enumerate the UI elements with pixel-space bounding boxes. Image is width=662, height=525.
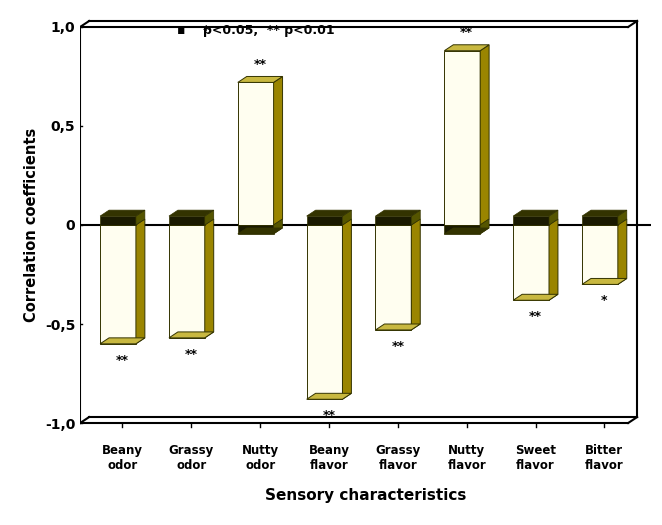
Text: **: ** bbox=[529, 310, 542, 323]
Polygon shape bbox=[582, 225, 618, 285]
Text: **: ** bbox=[185, 348, 198, 361]
X-axis label: Sensory characteristics: Sensory characteristics bbox=[265, 488, 466, 503]
Polygon shape bbox=[100, 210, 145, 216]
Polygon shape bbox=[100, 225, 136, 344]
Polygon shape bbox=[307, 393, 352, 399]
Polygon shape bbox=[169, 216, 205, 225]
Text: **: ** bbox=[391, 340, 404, 353]
Polygon shape bbox=[307, 216, 342, 225]
Polygon shape bbox=[444, 228, 489, 234]
Polygon shape bbox=[169, 225, 205, 338]
Polygon shape bbox=[342, 219, 352, 399]
Polygon shape bbox=[205, 219, 214, 338]
Polygon shape bbox=[100, 338, 145, 344]
Text: *: * bbox=[601, 295, 608, 307]
Text: **: ** bbox=[116, 354, 129, 366]
Polygon shape bbox=[238, 228, 283, 234]
Polygon shape bbox=[411, 219, 420, 330]
Polygon shape bbox=[444, 225, 480, 234]
Polygon shape bbox=[480, 219, 489, 234]
Y-axis label: Correlation coefficients: Correlation coefficients bbox=[24, 128, 39, 322]
Polygon shape bbox=[342, 210, 352, 225]
Polygon shape bbox=[375, 324, 420, 330]
Polygon shape bbox=[513, 210, 558, 216]
Polygon shape bbox=[582, 278, 627, 285]
Polygon shape bbox=[618, 210, 627, 225]
Polygon shape bbox=[444, 51, 480, 225]
Text: ▪: ▪ bbox=[177, 24, 185, 37]
Polygon shape bbox=[582, 216, 618, 225]
Polygon shape bbox=[273, 219, 283, 234]
Text: **: ** bbox=[254, 58, 267, 70]
Polygon shape bbox=[549, 219, 558, 300]
Polygon shape bbox=[136, 219, 145, 344]
Polygon shape bbox=[513, 216, 549, 225]
Polygon shape bbox=[307, 210, 352, 216]
Text: *: * bbox=[203, 24, 209, 37]
Polygon shape bbox=[375, 210, 420, 216]
Polygon shape bbox=[549, 210, 558, 225]
Polygon shape bbox=[513, 225, 549, 300]
Polygon shape bbox=[375, 216, 411, 225]
Polygon shape bbox=[238, 77, 283, 82]
Polygon shape bbox=[375, 225, 411, 330]
Polygon shape bbox=[238, 82, 273, 225]
Polygon shape bbox=[307, 225, 342, 399]
Polygon shape bbox=[100, 216, 136, 225]
Polygon shape bbox=[169, 332, 214, 338]
Polygon shape bbox=[480, 45, 489, 225]
Polygon shape bbox=[618, 219, 627, 285]
Polygon shape bbox=[169, 210, 214, 216]
Polygon shape bbox=[238, 225, 273, 234]
Polygon shape bbox=[513, 295, 558, 300]
Polygon shape bbox=[582, 210, 627, 216]
Text: **: ** bbox=[322, 409, 336, 422]
Polygon shape bbox=[411, 210, 420, 225]
Text: p<0.05,  ** p<0.01: p<0.05, ** p<0.01 bbox=[203, 24, 334, 37]
Text: **: ** bbox=[460, 26, 473, 39]
Polygon shape bbox=[444, 45, 489, 51]
Polygon shape bbox=[273, 77, 283, 225]
Polygon shape bbox=[205, 210, 214, 225]
Polygon shape bbox=[136, 210, 145, 225]
